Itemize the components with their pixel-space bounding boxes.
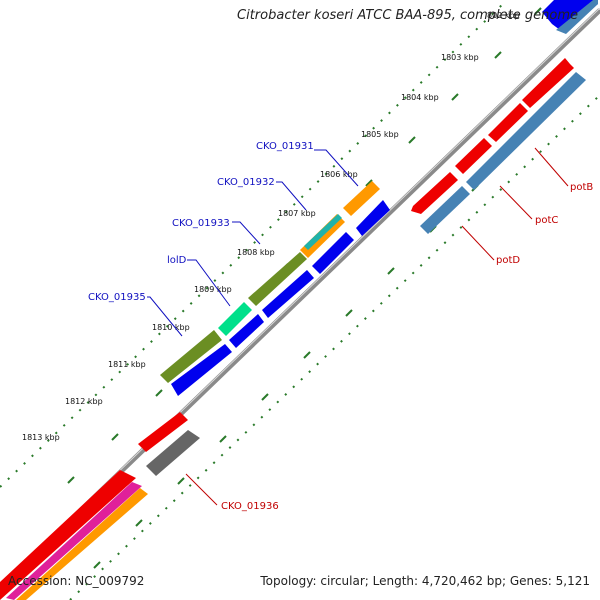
gene-label-potB[interactable]: potB bbox=[570, 182, 593, 193]
scale-labels: 802 kbp 1803 kbp 1804 kbp 1805 kbp 1806 … bbox=[22, 11, 520, 442]
scale-label-802: 802 kbp bbox=[487, 11, 520, 20]
scale-label-1804: 1804 kbp bbox=[401, 93, 439, 102]
scale-label-1808: 1808 kbp bbox=[237, 248, 275, 257]
gene-label-potC[interactable]: potC bbox=[535, 215, 558, 226]
gene-arrow-red-5[interactable] bbox=[138, 412, 188, 452]
gene-orange-bottom[interactable] bbox=[16, 488, 148, 600]
gene-arrow-red-6[interactable] bbox=[0, 470, 136, 600]
gene-arrow-blue-3[interactable] bbox=[262, 270, 314, 318]
gene-olive-lolD[interactable] bbox=[248, 252, 307, 306]
gene-arrow-red-2[interactable] bbox=[488, 103, 528, 142]
gene-label-CKO_01933[interactable]: CKO_01933 bbox=[172, 218, 230, 229]
scale-label-1805: 1805 kbp bbox=[361, 130, 399, 139]
gene-olive-CKO_01935[interactable] bbox=[160, 330, 222, 383]
accession-text: Accession: NC_009792 bbox=[8, 574, 145, 588]
gene-arrow-red-3[interactable] bbox=[455, 138, 492, 174]
scale-label-1803: 1803 kbp bbox=[441, 53, 479, 62]
gene-label-potD[interactable]: potD bbox=[496, 255, 520, 266]
gene-arrow-red-4[interactable] bbox=[411, 172, 458, 214]
genes-top-right bbox=[411, 0, 598, 234]
gene-label-CKO_01935[interactable]: CKO_01935 bbox=[88, 292, 146, 303]
gene-label-lolD[interactable]: lolD bbox=[167, 255, 187, 266]
outer-dotted-scale-line bbox=[0, 1, 506, 488]
leader-lines-blue bbox=[147, 149, 359, 337]
gene-orange-CKO_01931[interactable] bbox=[343, 181, 380, 216]
gene-label-CKO_01936[interactable]: CKO_01936 bbox=[221, 501, 279, 512]
scale-label-1811: 1811 kbp bbox=[108, 360, 146, 369]
genes-middle bbox=[160, 181, 390, 396]
gene-magenta[interactable] bbox=[6, 482, 142, 600]
gene-mint[interactable] bbox=[218, 302, 252, 336]
gene-arrow-steel-top[interactable] bbox=[556, 0, 598, 34]
gene-arrow-blue-2[interactable] bbox=[312, 232, 354, 274]
map-title: Citrobacter koseri ATCC BAA-895, complet… bbox=[237, 8, 578, 23]
scale-label-1809: 1809 kbp bbox=[194, 285, 232, 294]
gene-arrow-blue-1[interactable] bbox=[356, 200, 390, 236]
gene-arrow-red-1[interactable] bbox=[522, 58, 574, 108]
scale-label-1806: 1806 kbp bbox=[320, 170, 358, 179]
scale-label-1812: 1812 kbp bbox=[65, 397, 103, 406]
gene-arrow-blue-5[interactable] bbox=[171, 344, 232, 396]
inner-dotted-scale-line bbox=[69, 94, 600, 600]
gene-gray-CKO_01936[interactable] bbox=[146, 430, 200, 476]
gene-teal-CKO_01933[interactable] bbox=[304, 214, 342, 250]
leader-lines-red bbox=[185, 147, 569, 506]
scale-label-1813: 1813 kbp bbox=[22, 433, 60, 442]
gene-arrow-steel-2[interactable] bbox=[420, 186, 470, 234]
scale-ticks bbox=[67, 7, 542, 569]
gene-label-CKO_01931[interactable]: CKO_01931 bbox=[256, 141, 314, 152]
scale-label-1810: 1810 kbp bbox=[152, 323, 190, 332]
genes-bottom-left bbox=[0, 412, 200, 600]
scale-label-1807: 1807 kbp bbox=[278, 209, 316, 218]
topology-text: Topology: circular; Length: 4,720,462 bp… bbox=[260, 574, 590, 588]
gene-arrow-steel-1[interactable] bbox=[466, 72, 586, 190]
gene-arrow-blue-4[interactable] bbox=[229, 314, 264, 348]
gene-label-CKO_01932[interactable]: CKO_01932 bbox=[217, 177, 275, 188]
